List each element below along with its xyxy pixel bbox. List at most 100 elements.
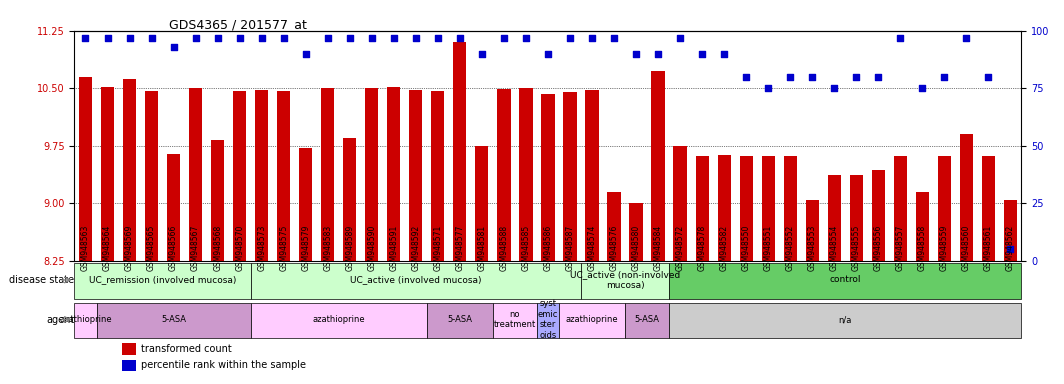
Text: UC_remission (involved mucosa): UC_remission (involved mucosa) [89,275,236,285]
Point [892,35,909,41]
Bar [651,71,665,261]
Text: GSM948554: GSM948554 [830,225,838,271]
Text: no
treatment: no treatment [494,310,536,329]
Text: 5-ASA: 5-ASA [634,315,660,324]
Bar [1003,200,1017,261]
Point [694,51,711,57]
Point [408,35,425,41]
Point [385,35,402,41]
Bar [365,88,379,261]
Bar [585,90,599,261]
FancyBboxPatch shape [427,303,493,338]
Bar [542,94,554,261]
Text: GSM948563: GSM948563 [81,225,90,271]
Text: GSM948558: GSM948558 [918,225,927,271]
Text: GSM948582: GSM948582 [719,225,729,271]
Point [671,35,688,41]
Point [716,51,733,57]
Point [848,74,865,80]
Text: GSM948573: GSM948573 [257,225,266,271]
FancyBboxPatch shape [581,263,669,298]
FancyBboxPatch shape [74,263,251,298]
Point [451,35,468,41]
Bar [982,156,995,261]
Bar [630,203,643,261]
Text: GSM948568: GSM948568 [213,225,222,271]
Text: GSM948580: GSM948580 [632,225,641,271]
Bar [850,175,863,261]
Bar [189,88,202,261]
Text: GSM948561: GSM948561 [984,225,993,271]
Bar [717,155,731,261]
Text: GSM948577: GSM948577 [455,225,464,271]
Point [517,35,534,41]
Point [605,35,622,41]
Point [869,74,886,80]
Text: GSM948566: GSM948566 [169,225,178,271]
Point [363,35,380,41]
Point [649,51,666,57]
Point [737,74,754,80]
Point [914,85,931,91]
Point [210,35,227,41]
Point [276,35,293,41]
Bar [828,175,841,261]
Bar [299,148,313,261]
Text: GSM948557: GSM948557 [896,225,904,271]
FancyBboxPatch shape [493,303,537,338]
Text: GSM948588: GSM948588 [499,225,509,271]
Point [539,51,556,57]
Text: control: control [830,275,861,285]
Bar [101,87,114,261]
Bar [674,146,686,261]
Bar [344,138,356,261]
Point [143,35,160,41]
Bar [121,343,136,355]
Text: agent: agent [46,314,74,324]
Text: GSM948551: GSM948551 [764,225,772,271]
Text: GSM948583: GSM948583 [323,225,332,271]
Point [496,35,513,41]
Point [342,35,359,41]
FancyBboxPatch shape [97,303,251,338]
Text: percentile rank within the sample: percentile rank within the sample [140,360,305,370]
Bar [805,200,819,261]
Text: GSM948550: GSM948550 [742,225,751,271]
Bar [387,87,400,261]
Text: GSM948575: GSM948575 [279,225,288,271]
Point [936,74,953,80]
FancyBboxPatch shape [537,303,559,338]
Point [77,35,94,41]
Point [297,51,314,57]
Text: GSM948579: GSM948579 [301,225,311,271]
Bar [145,91,159,261]
Text: GSM948576: GSM948576 [610,225,618,271]
Text: 5-ASA: 5-ASA [447,315,472,324]
Point [99,35,116,41]
Point [319,35,336,41]
Bar [211,141,225,261]
Point [803,74,820,80]
Text: GSM948555: GSM948555 [852,225,861,271]
Text: GSM948562: GSM948562 [1005,225,1015,271]
FancyBboxPatch shape [251,303,427,338]
Text: GSM948591: GSM948591 [389,225,398,271]
FancyBboxPatch shape [669,263,1021,298]
Text: azathioprine: azathioprine [566,315,618,324]
Point [430,35,447,41]
Bar [410,90,422,261]
Text: GSM948581: GSM948581 [478,225,486,271]
Text: GSM948553: GSM948553 [808,225,817,271]
Text: syst
emic
ster
oids: syst emic ster oids [537,300,559,339]
Bar [431,91,445,261]
Bar [121,359,136,371]
Text: GSM948569: GSM948569 [126,225,134,271]
Text: GSM948567: GSM948567 [192,225,200,271]
Bar [916,192,929,261]
Bar [608,192,620,261]
Bar [937,156,951,261]
Bar [476,146,488,261]
Bar [960,134,972,261]
Point [826,85,843,91]
Text: GSM948565: GSM948565 [147,225,156,271]
